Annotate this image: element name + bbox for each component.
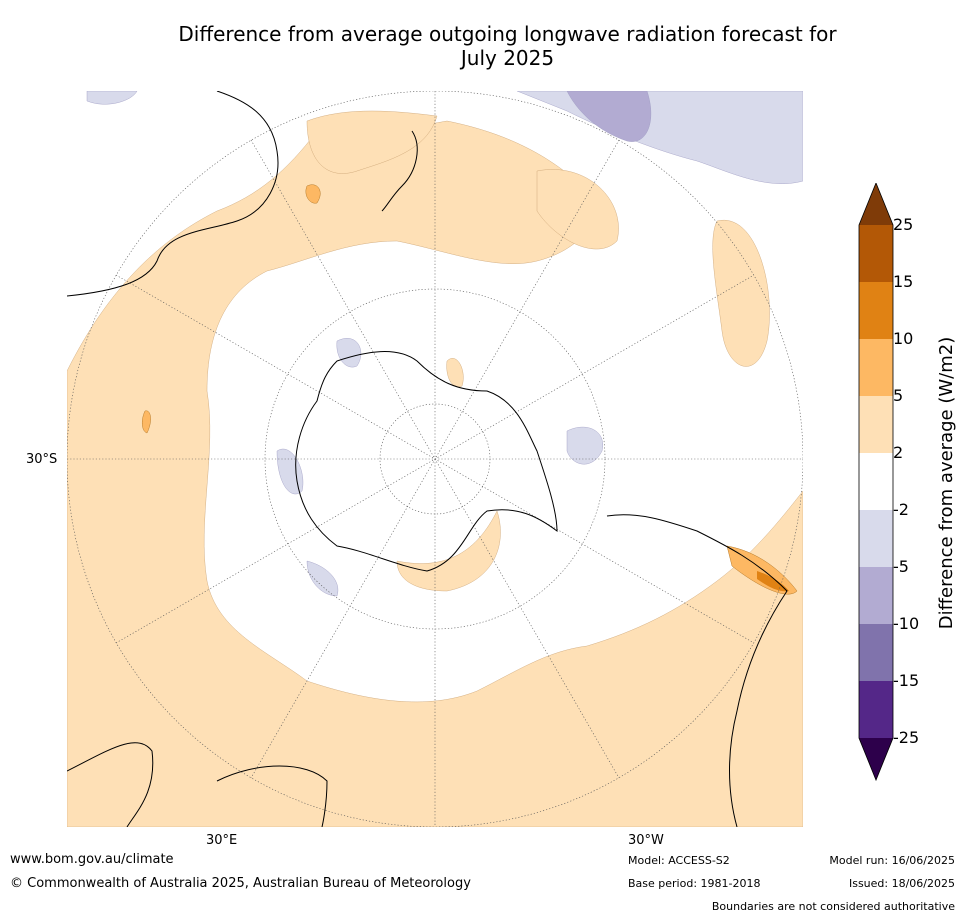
colorbar-tick-label: -10 (893, 614, 920, 633)
colorbar-tick-label: -15 (893, 671, 920, 690)
colorbar (857, 181, 957, 783)
colorbar-bin (859, 510, 893, 567)
issued-text: Issued: 18/06/2025 (848, 877, 955, 890)
colorbar-tick-label: -25 (893, 728, 920, 747)
colorbar-bin (859, 225, 893, 282)
latitude-label: 30°S (26, 452, 58, 467)
colorbar-tick-label: 10 (893, 329, 914, 348)
colorbar-tick-label: -2 (893, 500, 909, 519)
longitude-label-west: 30°W (628, 833, 664, 848)
colorbar-tick-label: 25 (893, 215, 914, 234)
colorbar-extend-top (859, 183, 893, 225)
longitude-label-east: 30°E (206, 833, 238, 848)
graticule (67, 91, 803, 827)
antarctica-coastline (295, 351, 558, 572)
colorbar-label: Difference from average (W/m2) (936, 336, 957, 630)
colorbar-extend-bottom (859, 738, 893, 780)
colorbar-bin (859, 567, 893, 624)
model-text: Model: ACCESS-S2 (628, 854, 730, 867)
copyright-text: © Commonwealth of Australia 2025, Austra… (10, 876, 471, 891)
anomaly-negative (86, 91, 803, 597)
continent-coastlines (67, 91, 788, 827)
colorbar-tick-label: 2 (893, 443, 904, 462)
colorbar-bin (859, 282, 893, 339)
colorbar-tick-label: 5 (893, 386, 904, 405)
colorbar-tick-label: -5 (893, 557, 909, 576)
anomaly-positive-2-5 (67, 110, 803, 827)
colorbar-bin (859, 681, 893, 738)
colorbar-tick-label: 15 (893, 272, 914, 291)
disclaimer-text: Boundaries are not considered authoritat… (711, 900, 955, 913)
title-line-2: July 2025 (460, 46, 555, 70)
colorbar-bin (859, 453, 893, 510)
base-period-text: Base period: 1981-2018 (628, 877, 761, 890)
anomaly-positive-5-15 (142, 184, 798, 595)
polar-map (67, 91, 803, 827)
website-link[interactable]: www.bom.gov.au/climate (10, 852, 174, 867)
model-run-text: Model run: 16/06/2025 (829, 854, 955, 867)
chart-title: Difference from average outgoing longwav… (100, 22, 915, 70)
colorbar-bin (859, 624, 893, 681)
title-line-1: Difference from average outgoing longwav… (178, 22, 837, 46)
colorbar-bin (859, 339, 893, 396)
colorbar-bin (859, 396, 893, 453)
